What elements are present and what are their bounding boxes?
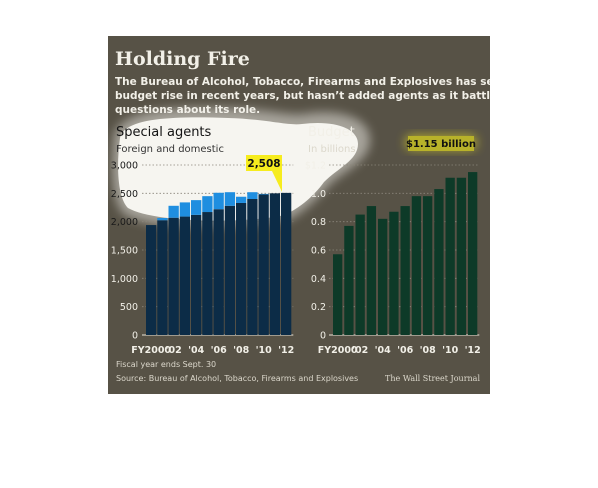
budget-x-tick-labels: FY2000'02 '04 '06 '08 '10 '12 (318, 345, 481, 356)
budget-bar (400, 206, 410, 335)
agents-chart-title: Special agents (116, 125, 212, 140)
agents-bar (179, 216, 191, 335)
agents-bar (202, 212, 213, 335)
agents-foreign-bar-segment (191, 200, 202, 215)
agents-callout: 2,508 (246, 155, 282, 192)
budget-bar (411, 196, 422, 335)
chart-title: Holding Fire (115, 48, 250, 70)
budget-chart-title: Budget (308, 125, 355, 140)
budget-x-tick-label: FY2000 (318, 345, 358, 356)
agents-y-tick-label: 500 (120, 302, 138, 313)
budget-bars (333, 172, 478, 335)
highlight-blob (112, 107, 370, 229)
budget-x-tick-label: '08 (420, 345, 437, 356)
agents-bar (281, 192, 292, 335)
agents-bar (157, 220, 168, 335)
budget-bar (445, 177, 455, 335)
agents-foreign-bar-segment (202, 196, 213, 213)
agents-callout-label: 2,508 (247, 158, 280, 170)
budget-bar (355, 214, 365, 335)
agents-foreign-bar-segment (224, 192, 236, 206)
source-note: Source: Bureau of Alcohol, Tobacco, Fire… (116, 374, 358, 383)
agents-bar (247, 199, 258, 335)
agents-foreign-bar-segment (179, 202, 191, 217)
budget-y-tick-label: 0 (320, 331, 326, 342)
agents-x-tick-label: '10 (256, 345, 273, 356)
agents-x-tick-label: '06 (211, 345, 228, 356)
agents-y-tick-label: 3,000 (111, 161, 138, 172)
budget-x-tick-label: '12 (465, 345, 481, 356)
budget-y-tick-label: 0.4 (311, 274, 326, 285)
budget-x-tick-label: '06 (397, 345, 414, 356)
agents-bar (258, 194, 269, 335)
agents-x-tick-label: '12 (278, 345, 294, 356)
budget-y-tick-label: 0.2 (311, 302, 326, 313)
agents-chart-subtitle: Foreign and domestic (116, 144, 224, 155)
agents-bar (191, 214, 202, 335)
agents-y-tick-label: 0 (132, 331, 138, 342)
agents-foreign-bar-segment (168, 205, 179, 218)
subtitle-line-1: The Bureau of Alcohol, Tobacco, Firearms… (115, 76, 490, 88)
budget-bar (333, 254, 343, 335)
agents-x-tick-label: FY2000 (131, 345, 171, 356)
agents-foreign-bar-segment (247, 192, 258, 199)
agents-y-tick-labels: 0 500 1,000 1,500 2,000 2,500 3,000 (111, 161, 138, 342)
agents-x-tick-label: '08 (233, 345, 250, 356)
budget-bar (434, 189, 444, 335)
agents-bar (168, 217, 179, 335)
agents-bar (146, 225, 157, 335)
agents-x-tick-label: '02 (166, 345, 182, 356)
budget-y-tick-label: $1.2 (305, 161, 326, 172)
budget-bar (366, 206, 377, 335)
budget-bar (423, 196, 433, 335)
chart-graphic: Holding Fire The Bureau of Alcohol, Toba… (108, 36, 490, 394)
agents-y-tick-label: 2,500 (111, 189, 138, 200)
budget-y-tick-label: 1.0 (311, 189, 326, 200)
budget-bar (344, 225, 354, 335)
agents-bar (213, 209, 224, 335)
budget-x-tick-label: '10 (442, 345, 459, 356)
budget-x-tick-label: '02 (352, 345, 368, 356)
budget-y-tick-label: 0.8 (311, 217, 326, 228)
agents-y-tick-label: 1,500 (111, 246, 138, 257)
agents-bar (269, 193, 281, 335)
agents-foreign-bar-segment (213, 192, 224, 210)
credit: The Wall Street Journal (385, 374, 480, 383)
footnote: Fiscal year ends Sept. 30 (116, 360, 216, 369)
agents-x-tick-labels: FY2000'02 '04 '06 '08 '10 '12 (131, 345, 294, 356)
budget-y-tick-labels: 0 0.2 0.4 0.6 0.8 1.0 $1.2 (305, 161, 326, 342)
chart-svg: Holding Fire The Bureau of Alcohol, Toba… (111, 48, 490, 383)
budget-callout: $1.15 billion (405, 135, 477, 151)
agents-foreign-bar-segment (236, 196, 247, 203)
budget-bar (378, 218, 388, 335)
agents-bars (146, 192, 292, 335)
agents-x-tick-label: '04 (188, 345, 205, 356)
agents-foreign-bar-segment (258, 193, 269, 195)
agents-y-tick-label: 1,000 (111, 274, 138, 285)
budget-bar (389, 211, 399, 335)
budget-callout-label: $1.15 billion (406, 139, 476, 150)
agents-bar (236, 202, 247, 335)
agents-foreign-bar-segment (157, 217, 168, 221)
subtitle-line-2: budget rise in recent years, but hasn’t … (115, 90, 490, 102)
budget-chart-subtitle: In billions (308, 144, 356, 155)
budget-bar (468, 172, 478, 335)
agents-y-tick-label: 2,000 (111, 217, 138, 228)
agents-bar (224, 205, 236, 335)
budget-x-tick-label: '04 (375, 345, 392, 356)
budget-bar (456, 177, 467, 335)
budget-y-tick-label: 0.6 (311, 246, 326, 257)
